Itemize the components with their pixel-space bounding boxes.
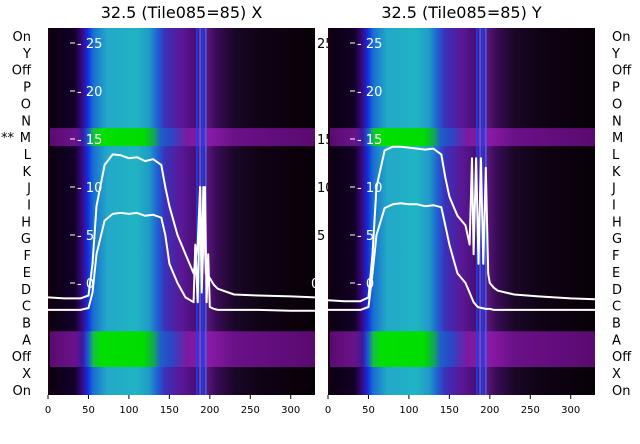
row-label-right: J — [611, 182, 616, 197]
panel-y: 32.5 (Tile085=85) Y- 0- 5- 10- 15- 20- 2… — [325, 3, 596, 416]
x-tick-label: 150 — [440, 405, 459, 416]
y-tick-label: - 25 — [357, 37, 382, 52]
y-tick-label: - 20 — [357, 85, 382, 100]
row-label-left: Off — [12, 64, 32, 79]
row-label-right: L — [612, 148, 620, 163]
x-tick-label: 300 — [281, 405, 300, 416]
row-marker: ** — [1, 131, 15, 146]
row-label-right: X — [612, 367, 621, 382]
row-label-right: D — [612, 283, 622, 298]
row-label-left: L — [24, 148, 32, 163]
x-tick-label: 100 — [119, 405, 138, 416]
row-label-left: Y — [22, 47, 31, 62]
row-label-right: Off — [612, 64, 632, 79]
row-label-right: N — [612, 114, 622, 129]
band-row-m — [328, 128, 595, 147]
x-tick-label: 50 — [362, 405, 375, 416]
series-line-1 — [47, 153, 316, 300]
x-tick-label: 0 — [325, 405, 331, 416]
row-label-left: P — [23, 81, 31, 96]
row-label-left: M — [20, 131, 31, 146]
row-label-right: Y — [611, 47, 620, 62]
y-tick-label: - 5 — [77, 229, 94, 244]
y-tick-label: - 10 — [357, 181, 382, 196]
row-label-right: I — [612, 199, 616, 214]
y-tick-label: - 5 — [357, 229, 374, 244]
row-label-left: O — [21, 97, 31, 112]
y-tick-label: - 15 — [77, 133, 102, 148]
row-label-right: On — [612, 30, 630, 45]
row-label-right: G — [612, 232, 622, 247]
x-tick-label: 0 — [45, 405, 51, 416]
row-label-right: A — [612, 333, 621, 348]
y-tick-label-outer: 0 — [311, 277, 319, 292]
series-line-2 — [48, 186, 315, 312]
row-label-right: B — [612, 316, 621, 331]
row-label-left: D — [21, 283, 31, 298]
row-label-left: I — [27, 199, 31, 214]
row-label-left: On — [13, 30, 31, 45]
y-tick-label: - 10 — [77, 181, 102, 196]
row-label-left: E — [23, 266, 31, 281]
row-label-right: K — [612, 165, 621, 180]
row-label-left: B — [22, 316, 31, 331]
y-tick-label: - 20 — [77, 85, 102, 100]
row-label-right: M — [612, 131, 623, 146]
edge-strip — [328, 28, 330, 395]
x-tick-label: 200 — [200, 405, 219, 416]
row-label-left: On — [13, 384, 31, 399]
row-label-left: K — [22, 165, 31, 180]
vertical-stripe — [484, 28, 487, 395]
x-tick-label: 200 — [480, 405, 499, 416]
y-tick-label: - 15 — [357, 133, 382, 148]
x-tick-label: 150 — [160, 405, 179, 416]
row-label-left: F — [24, 249, 31, 264]
row-label-left: N — [21, 114, 31, 129]
y-tick-label: - 25 — [77, 37, 102, 52]
row-label-right: Off — [612, 350, 632, 365]
row-label-left: C — [22, 300, 31, 315]
row-label-right: E — [612, 266, 620, 281]
series-line-2 — [328, 202, 595, 311]
band-row-m — [48, 128, 315, 147]
row-label-left: X — [22, 367, 31, 382]
y-tick-label-outer: 5 — [317, 229, 325, 244]
vertical-stripe — [196, 28, 198, 395]
chart-title: 32.5 (Tile085=85) Y — [381, 3, 542, 22]
x-tick-label: 50 — [82, 405, 95, 416]
band-row-a-off — [48, 331, 315, 367]
edge-strip — [48, 28, 50, 395]
heatmap-panels: 32.5 (Tile085=85) X- 0- 5- 10- 15- 20- 2… — [45, 3, 596, 416]
row-label-left: A — [22, 333, 31, 348]
row-label-right: O — [612, 97, 622, 112]
row-label-right: C — [612, 300, 621, 315]
row-label-left: J — [26, 182, 31, 197]
row-label-right: P — [612, 81, 620, 96]
row-label-right: H — [612, 215, 622, 230]
panel-x: 32.5 (Tile085=85) X- 0- 5- 10- 15- 20- 2… — [45, 3, 334, 416]
row-label-left: G — [21, 232, 31, 247]
x-tick-label: 300 — [561, 405, 580, 416]
row-label-left: H — [21, 215, 31, 230]
row-label-right: On — [612, 384, 630, 399]
row-label-left: Off — [12, 350, 32, 365]
x-tick-label: 250 — [521, 405, 540, 416]
chart-title: 32.5 (Tile085=85) X — [101, 3, 263, 22]
x-tick-label: 250 — [241, 405, 260, 416]
row-label-right: F — [612, 249, 619, 264]
series-line-1 — [327, 145, 596, 303]
band-row-a-off — [328, 331, 595, 367]
x-tick-label: 100 — [399, 405, 418, 416]
